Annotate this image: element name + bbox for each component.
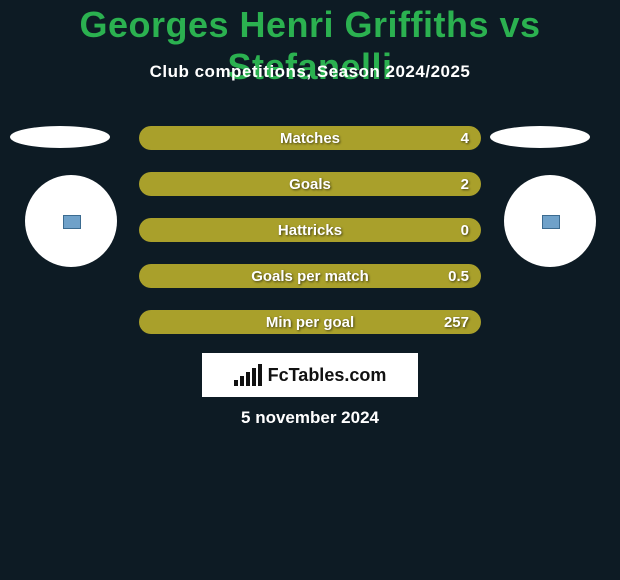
stat-label: Min per goal — [139, 314, 481, 331]
photo-placeholder-icon — [542, 215, 560, 229]
infographic-root: Georges Henri Griffiths vs Stefanelli Cl… — [0, 0, 620, 580]
right-ellipse — [490, 126, 590, 148]
stat-label: Goals — [139, 176, 481, 193]
stat-value-right: 0.5 — [448, 268, 469, 285]
stat-row: Goals per match0.5 — [139, 264, 481, 288]
photo-placeholder-icon — [63, 215, 81, 229]
stat-row: Hattricks0 — [139, 218, 481, 242]
left-ellipse — [10, 126, 110, 148]
bar-chart-icon — [234, 364, 262, 386]
page-subtitle: Club competitions, Season 2024/2025 — [0, 62, 620, 82]
stat-value-right: 0 — [461, 222, 469, 239]
stat-label: Hattricks — [139, 222, 481, 239]
stat-label: Matches — [139, 130, 481, 147]
stat-value-right: 257 — [444, 314, 469, 331]
stat-value-right: 4 — [461, 130, 469, 147]
brand-text: FcTables.com — [268, 365, 387, 386]
right-player-circle — [504, 175, 596, 267]
date-text: 5 november 2024 — [0, 408, 620, 428]
stat-row: Min per goal257 — [139, 310, 481, 334]
stat-row: Goals2 — [139, 172, 481, 196]
brand-badge: FcTables.com — [202, 353, 418, 397]
stat-row: Matches4 — [139, 126, 481, 150]
stat-label: Goals per match — [139, 268, 481, 285]
stat-value-right: 2 — [461, 176, 469, 193]
left-player-circle — [25, 175, 117, 267]
